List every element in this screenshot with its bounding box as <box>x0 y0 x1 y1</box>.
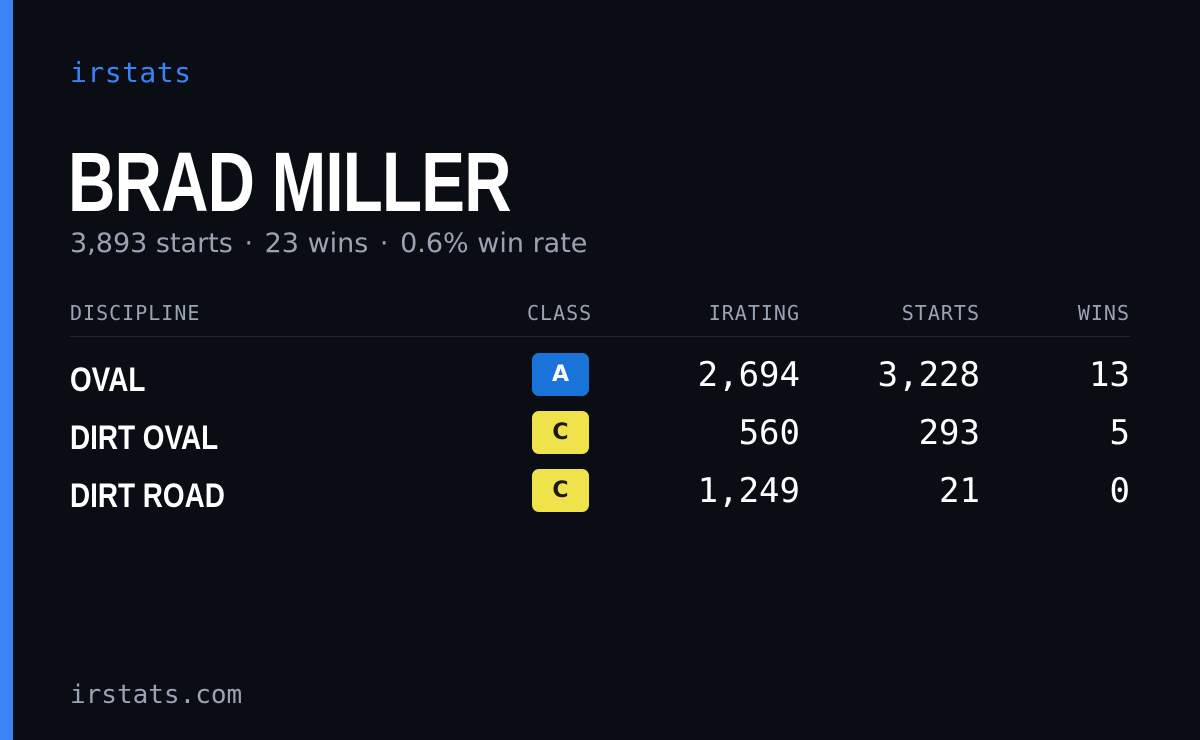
summary-win-rate: 0.6% win rate <box>400 228 588 259</box>
summary-starts: 3,893 starts <box>70 228 233 259</box>
starts-value: 293 <box>918 413 980 453</box>
wins-value: 0 <box>1109 471 1130 511</box>
table-row: DIRT OVAL C 560 293 5 <box>70 411 1130 469</box>
irating-value: 2,694 <box>697 355 800 395</box>
summary-wins: 23 wins <box>264 228 369 259</box>
accent-bar <box>0 0 13 740</box>
driver-name: BRAD MILLER <box>68 135 512 229</box>
discipline-name: DIRT ROAD <box>70 477 225 515</box>
table-header: DISCIPLINE CLASS IRATING STARTS WINS <box>70 298 1130 337</box>
header-class: CLASS <box>527 301 593 325</box>
wins-value: 13 <box>1089 355 1130 395</box>
starts-value: 3,228 <box>877 355 980 395</box>
starts-value: 21 <box>939 471 980 511</box>
class-badge: A <box>532 353 589 396</box>
table-body: OVAL A 2,694 3,228 13 DIRT OVAL C 560 29… <box>70 353 1130 527</box>
discipline-name: OVAL <box>70 361 146 399</box>
summary-separator: · <box>244 228 254 259</box>
summary-separator: · <box>379 228 389 259</box>
header-wins: WINS <box>1077 301 1130 325</box>
table-row: OVAL A 2,694 3,228 13 <box>70 353 1130 411</box>
header-irating: IRATING <box>708 301 800 325</box>
wins-value: 5 <box>1109 413 1130 453</box>
class-badge: C <box>532 411 589 454</box>
irating-value: 1,249 <box>697 471 800 511</box>
table-row: DIRT ROAD C 1,249 21 0 <box>70 469 1130 527</box>
irating-value: 560 <box>738 413 800 453</box>
driver-summary: 3,893 starts · 23 wins · 0.6% win rate <box>70 228 587 259</box>
discipline-name: DIRT OVAL <box>70 419 219 457</box>
header-discipline: DISCIPLINE <box>70 301 201 325</box>
discipline-table: DISCIPLINE CLASS IRATING STARTS WINS OVA… <box>70 298 1130 527</box>
class-badge: C <box>532 469 589 512</box>
brand-logo: irstats <box>70 56 192 89</box>
header-starts: STARTS <box>901 301 980 325</box>
footer-url: irstats.com <box>70 680 243 710</box>
